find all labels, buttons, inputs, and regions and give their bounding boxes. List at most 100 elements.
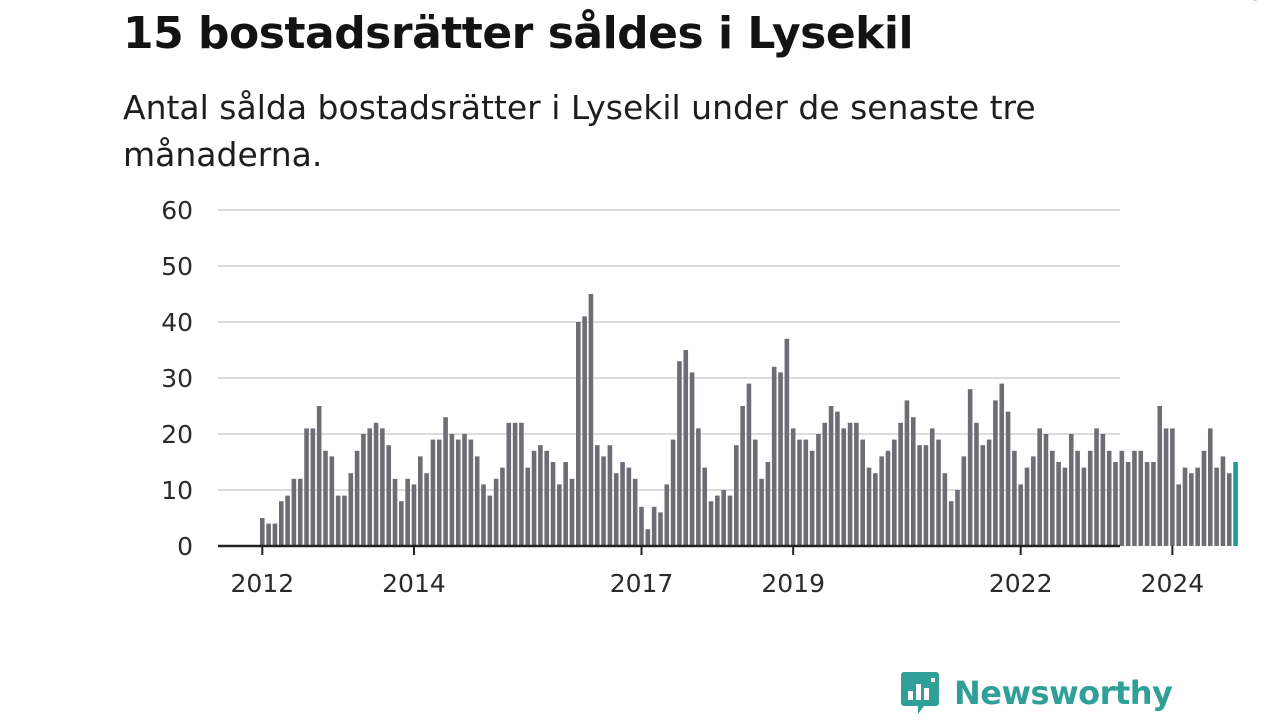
bar-month xyxy=(835,411,840,546)
bar-month xyxy=(436,439,442,546)
newsworthy-brand: Newsworthy xyxy=(900,670,1173,716)
bar-month xyxy=(734,445,739,546)
bar-month xyxy=(866,467,872,546)
bar-month xyxy=(487,495,493,546)
bar-month xyxy=(1043,434,1049,546)
bar-month xyxy=(898,422,903,546)
y-tick-label: 40 xyxy=(161,308,193,337)
bar-month xyxy=(361,434,366,546)
bar-month xyxy=(310,428,316,546)
bar-month xyxy=(278,501,284,546)
bar-month xyxy=(948,501,954,546)
bar-month xyxy=(386,445,391,546)
bar-month xyxy=(664,484,670,546)
bar-month xyxy=(411,484,417,546)
bar-month xyxy=(569,478,575,546)
x-tick-label: 2017 xyxy=(610,569,674,598)
x-tick-label: 2024 xyxy=(1141,569,1205,598)
bar-month xyxy=(1144,462,1150,546)
bar-month xyxy=(986,439,992,546)
bar-month xyxy=(291,478,297,546)
bar-latest-month xyxy=(1233,462,1238,546)
bar-month xyxy=(1189,473,1194,546)
bar-month xyxy=(1106,450,1112,546)
bar-month xyxy=(1170,428,1175,546)
bar-month xyxy=(765,462,771,546)
bar-month xyxy=(297,478,303,546)
bar-month xyxy=(816,434,821,546)
bar-month xyxy=(316,406,322,546)
bar-month xyxy=(632,478,638,546)
bar-month xyxy=(525,467,531,546)
bar-month xyxy=(961,456,967,546)
bar-month xyxy=(1220,456,1226,546)
bar-month xyxy=(702,467,707,546)
bar-month xyxy=(512,422,518,546)
y-tick-label: 50 xyxy=(161,252,193,281)
bar-month xyxy=(803,439,809,546)
bar-month xyxy=(974,422,979,546)
bar-month xyxy=(1075,450,1080,546)
bar-month xyxy=(620,462,625,546)
bar-month xyxy=(759,478,764,546)
bar-month xyxy=(980,445,986,546)
bar-month xyxy=(746,383,752,546)
bar-month xyxy=(1018,484,1023,546)
bar-month xyxy=(601,456,606,546)
bar-month xyxy=(582,316,587,546)
bar-month xyxy=(380,428,385,546)
bar-month xyxy=(1005,411,1011,546)
axes xyxy=(218,544,1174,555)
y-tick-label: 0 xyxy=(177,532,193,561)
bar-month xyxy=(588,294,594,546)
bar-month xyxy=(1226,473,1232,546)
y-tick-label: 60 xyxy=(161,196,193,225)
bar-month xyxy=(967,389,973,546)
bar-month xyxy=(822,422,828,546)
bar-month xyxy=(727,495,733,546)
bar-month xyxy=(999,383,1005,546)
chart-title: 15 bostadsrätter såldes i Lysekil xyxy=(123,8,914,59)
bar-month xyxy=(841,428,847,546)
bar-month xyxy=(1100,434,1106,546)
bar-month xyxy=(285,495,290,546)
bar-month xyxy=(481,484,486,546)
bar-month xyxy=(847,422,853,546)
bar-month xyxy=(955,490,960,546)
bar-month xyxy=(828,406,834,546)
bar-month xyxy=(651,506,657,546)
labels: 0 10 20 30 40 50 60 2012 2014 2017 2019 2022 2024 15 xyxy=(161,0,1264,598)
bar-month xyxy=(348,473,354,546)
bar-month xyxy=(500,467,505,546)
bar-month xyxy=(1195,467,1200,546)
bar-month xyxy=(879,456,884,546)
bar-month xyxy=(392,478,398,546)
bar-month xyxy=(430,439,436,546)
bar-month xyxy=(354,450,360,546)
bar-month xyxy=(752,439,758,546)
bar-month xyxy=(1087,450,1093,546)
bar-month xyxy=(1208,428,1213,546)
bar-month xyxy=(405,478,410,546)
bar-month xyxy=(784,338,790,546)
bar-month xyxy=(544,450,549,546)
bar-month xyxy=(531,450,537,546)
bar-month xyxy=(1031,456,1036,546)
bar-month xyxy=(550,462,556,546)
bar-month xyxy=(266,523,271,546)
bar-month xyxy=(557,484,562,546)
bar-month xyxy=(645,529,651,546)
bar-month xyxy=(778,372,783,546)
bar-month xyxy=(323,450,328,546)
bar-month xyxy=(790,428,796,546)
bar-month xyxy=(449,434,455,546)
bar-month xyxy=(910,417,916,546)
bar-month xyxy=(683,350,689,546)
bar-month xyxy=(1214,467,1219,546)
bar-month xyxy=(1024,467,1030,546)
y-tick-label: 10 xyxy=(161,476,193,505)
bar-month xyxy=(329,456,335,546)
bar-month xyxy=(873,473,878,546)
bar-month xyxy=(455,439,461,546)
